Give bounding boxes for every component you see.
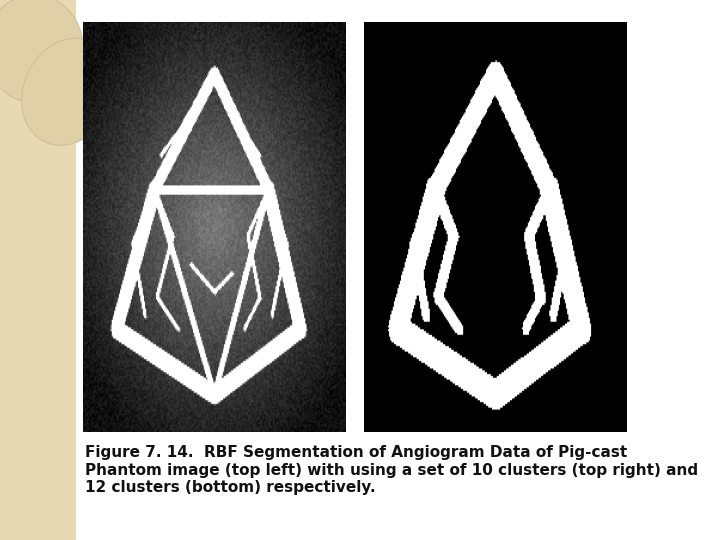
Ellipse shape	[22, 38, 114, 145]
Ellipse shape	[0, 0, 84, 103]
Text: Figure 7. 14.  RBF Segmentation of Angiogram Data of Pig-cast
Phantom image (top: Figure 7. 14. RBF Segmentation of Angiog…	[85, 446, 698, 495]
Bar	[0, 0, 76, 540]
